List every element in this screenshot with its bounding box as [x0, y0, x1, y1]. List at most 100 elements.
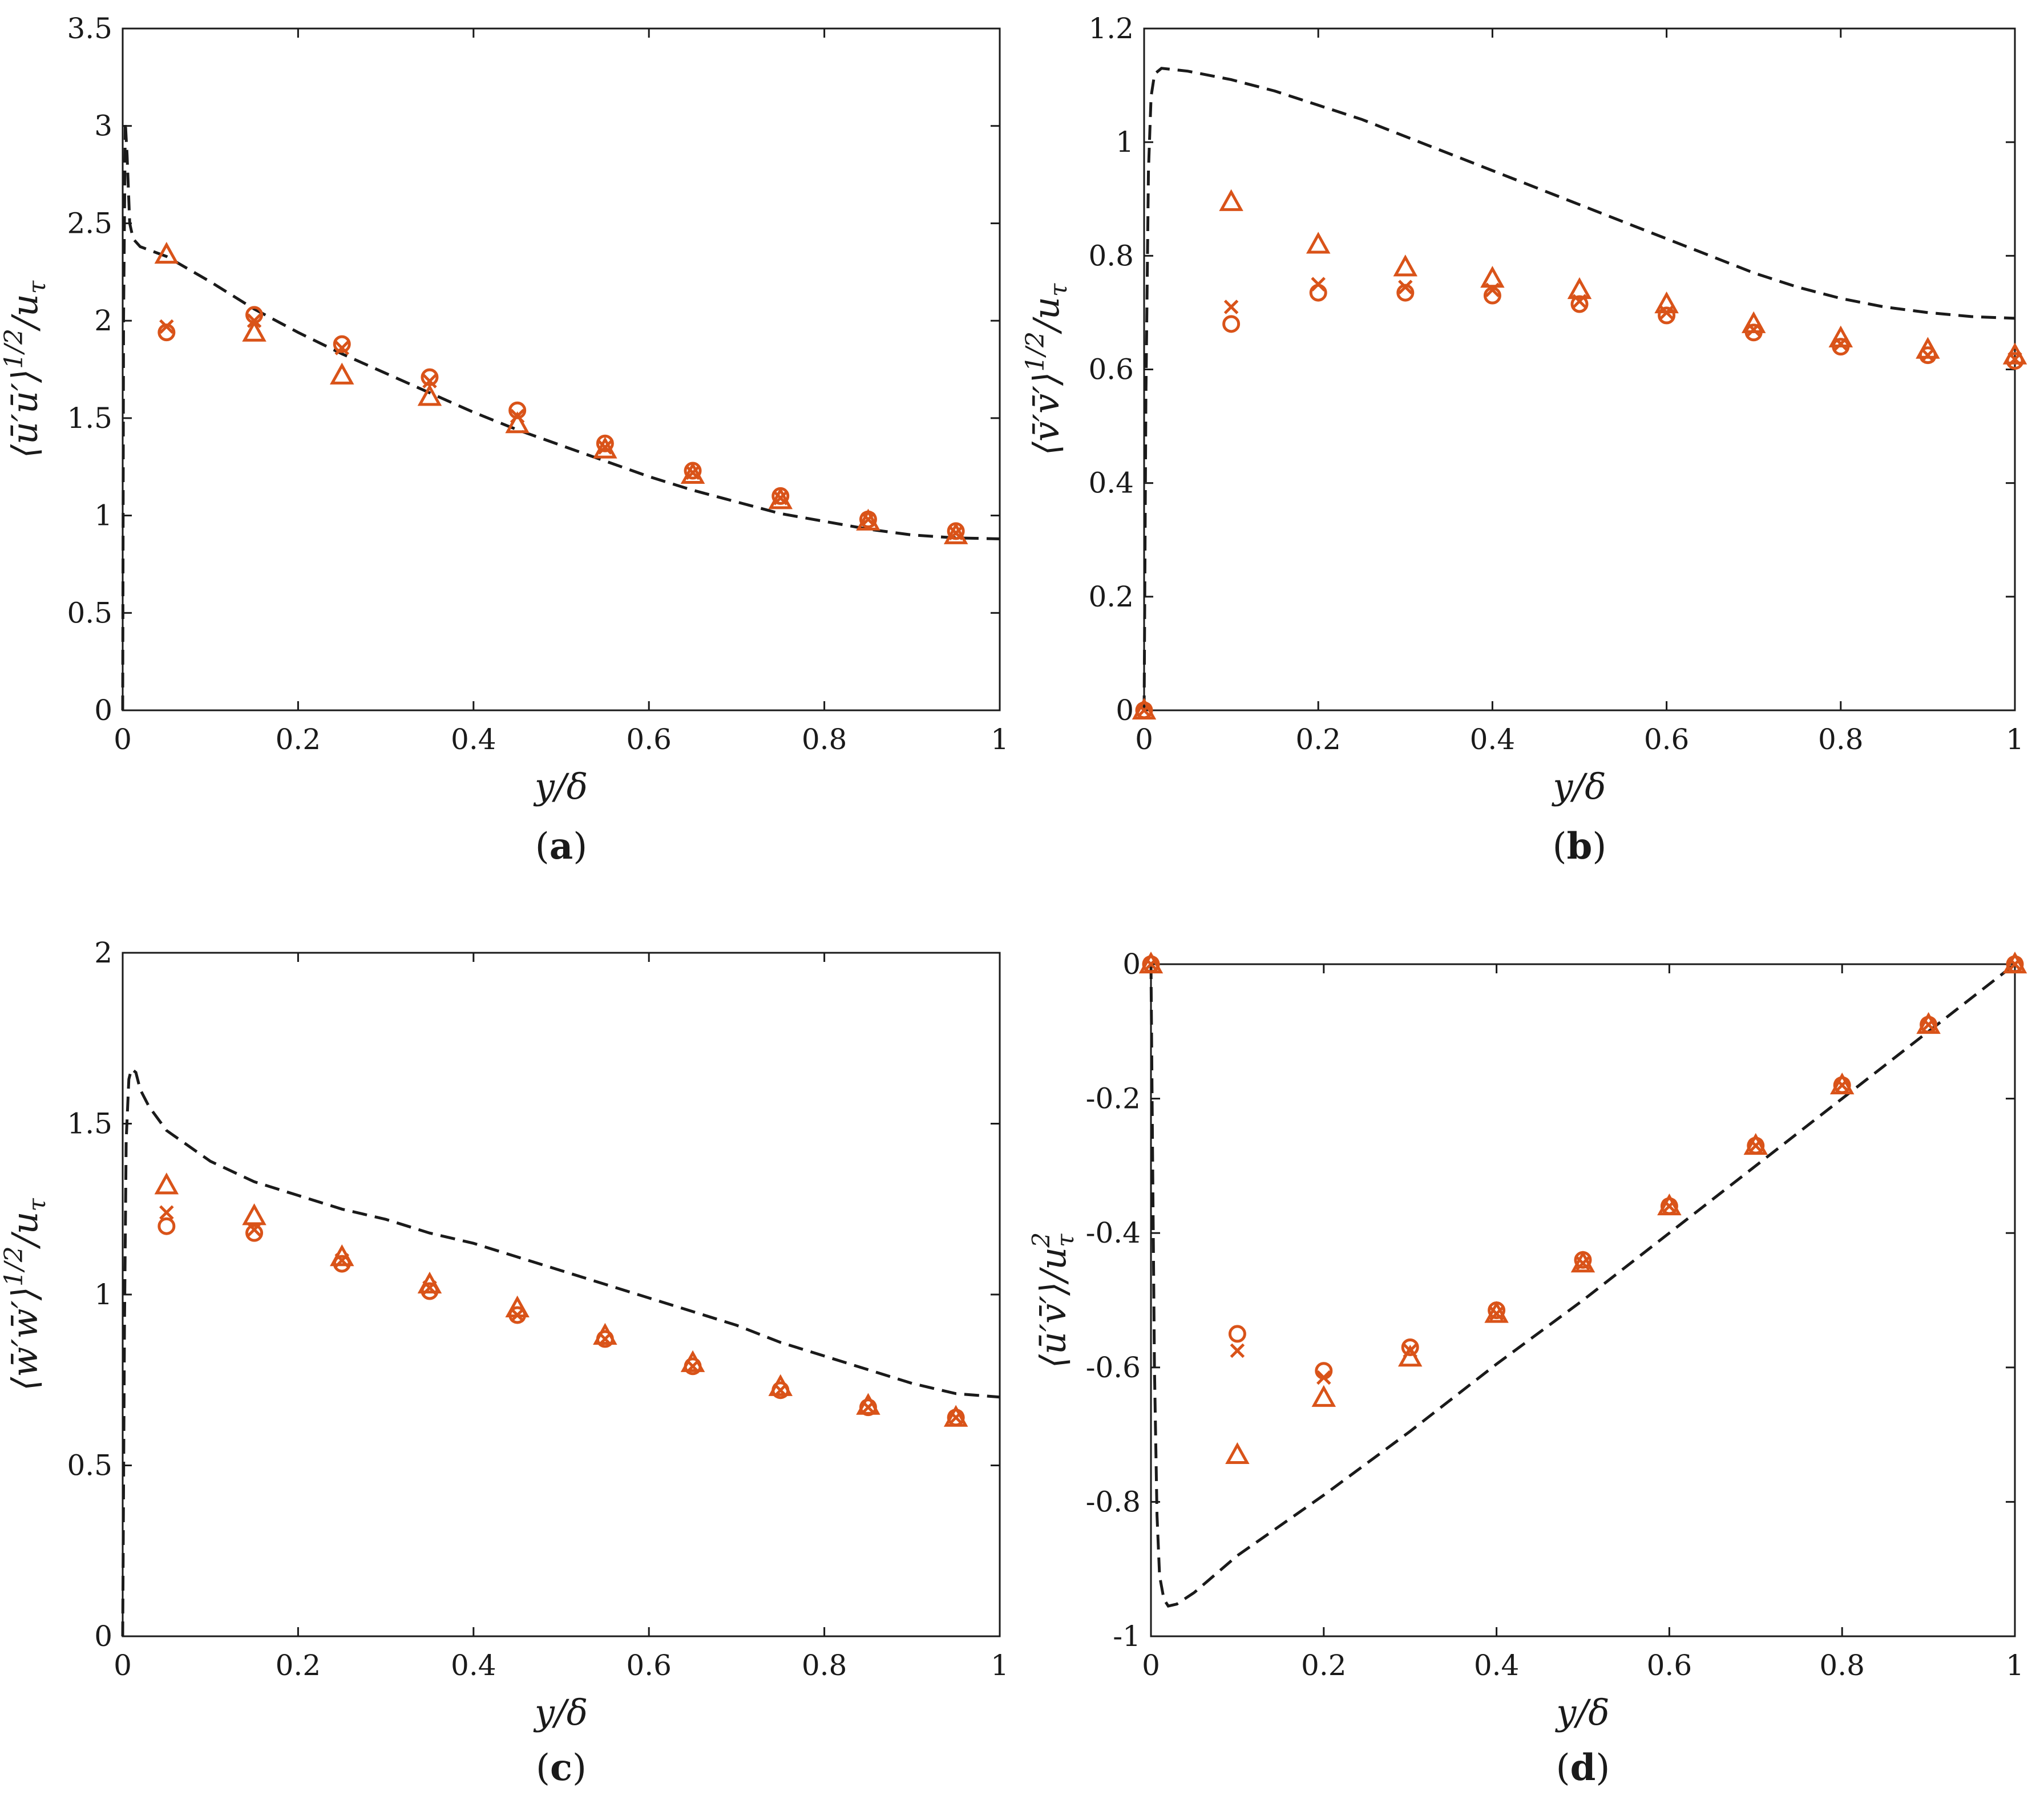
x-tick-label: 0.2 [276, 723, 321, 756]
data-point-triangle [417, 1271, 442, 1294]
panel-c: 0 0.2 0.4 0.6 0.8 1 0 0.5 1 1.5 2 y/δ ⟨w̄′w̄′⟩1/2/uτ… [0, 936, 1009, 1789]
data-point-cross [597, 440, 613, 455]
y-label-main: ⟨ū′v̄′⟩ [1032, 1282, 1074, 1369]
x-tick-label: 0.4 [1474, 1649, 1520, 1682]
y-tick-label: 0.4 [1088, 467, 1134, 500]
data-point-triangle [505, 1295, 530, 1318]
data-point-circle [333, 335, 351, 353]
panel-caption: (d) [1556, 1746, 1610, 1789]
data-point-triangle [1654, 291, 1679, 314]
x-tick-label: 0.4 [451, 1649, 496, 1682]
data-point-cross [1746, 322, 1761, 337]
y-tick-label: 0 [94, 1620, 112, 1653]
data-point-triangle [943, 522, 968, 544]
x-axis-label: y/δ [1554, 1692, 1609, 1733]
data-point-circle [1658, 306, 1676, 325]
data-point-cross [773, 491, 788, 505]
x-tick-label: 0.6 [626, 723, 672, 756]
y-label-sub: τ [23, 1198, 51, 1211]
y-tick-label: 1.2 [1088, 12, 1134, 45]
x-tick-label: 0.8 [1818, 723, 1864, 756]
x-tick-label: 0.6 [626, 1649, 672, 1682]
data-point-triangle [417, 384, 442, 406]
x-tick-label: 1 [991, 723, 1009, 756]
x-tick-label: 0.2 [1295, 723, 1341, 756]
data-point-triangle [154, 1172, 179, 1195]
data-point-triangle [1916, 1012, 1941, 1034]
y-tick-label: 0.6 [1088, 353, 1134, 386]
data-point-triangle [242, 1203, 266, 1226]
x-tick-label: 0 [114, 723, 132, 756]
data-point-triangle [856, 1393, 880, 1415]
x-tick-label: 0 [1135, 723, 1153, 756]
y-tick-label: 0.5 [67, 596, 112, 629]
data-point-triangle [1219, 189, 1243, 211]
x-tick-label: 0.8 [802, 1649, 847, 1682]
data-point-triangle [1132, 697, 1157, 720]
y-axis-label: ⟨ū′ū′⟩1/2/uτ [0, 280, 51, 458]
x-tick-label: 0 [1142, 1649, 1160, 1682]
data-point-cross [159, 319, 174, 334]
data-point-triangle [593, 1322, 617, 1345]
y-tick-label: -0.8 [1086, 1485, 1141, 1518]
y-axis-label: ⟨ū′v̄′⟩/uτ2 [1027, 1232, 1079, 1368]
y-label-tail: /u [4, 294, 46, 331]
x-tick-label: 0 [114, 1649, 132, 1682]
y-label-main: ⟨v̄′v̄′⟩ [1025, 372, 1067, 456]
x-tick-label: 1 [2006, 723, 2024, 756]
data-point-cross [1311, 277, 1326, 292]
data-point-triangle [1567, 277, 1592, 300]
data-point-circle [1401, 1338, 1419, 1356]
y-label-sub: τ [1044, 283, 1072, 297]
x-tick-label: 0.4 [451, 723, 496, 756]
y-label-main: ⟨w̄′w̄′⟩ [4, 1287, 46, 1391]
data-point-triangle [680, 462, 705, 484]
x-tick-label: 0.6 [1647, 1649, 1692, 1682]
y-tick-label: 2 [94, 304, 112, 337]
data-point-triangle [856, 508, 880, 531]
data-point-triangle [1829, 1072, 1855, 1095]
data-point-triangle [680, 1350, 705, 1372]
y-tick-label: -0.6 [1086, 1351, 1141, 1384]
panel-d: 0 0.2 0.4 0.6 0.8 1 -1 -0.8 -0.6 -0.4 -0.2 0 y/δ ⟨ū′v… [1027, 948, 2027, 1789]
data-point-circle [157, 1217, 176, 1235]
x-axis-label: y/δ [533, 1692, 588, 1733]
data-point-triangle [505, 411, 530, 434]
data-point-cross [159, 1205, 174, 1220]
y-tick-label: 1.5 [67, 1107, 112, 1140]
data-point-cross [1398, 280, 1413, 294]
data-point-triangle [1484, 1301, 1509, 1323]
data-point-triangle [1916, 337, 1940, 359]
plot-frame [1143, 27, 2016, 711]
data-point-triangle [593, 436, 617, 459]
data-point-cross [1230, 1343, 1245, 1358]
data-point-triangle [1741, 311, 1766, 333]
y-tick-label: 1.5 [67, 402, 112, 435]
data-point-circle [1228, 1325, 1246, 1343]
data-point-circle [596, 434, 614, 452]
data-point-triangle [1311, 1385, 1336, 1407]
x-tick-label: 1 [991, 1649, 1009, 1682]
y-tick-label: 2 [94, 936, 112, 969]
y-label-sub-sup: 2 [1027, 1232, 1055, 1248]
data-point-triangle [768, 1374, 793, 1396]
panel-caption-letter: b [1567, 825, 1593, 868]
y-tick-label: 0.5 [67, 1449, 112, 1482]
x-axis-label: y/δ [533, 766, 588, 807]
data-point-triangle [1306, 232, 1331, 254]
panel-caption-letter: d [1570, 1746, 1596, 1789]
plot-frame [122, 952, 1001, 1637]
y-tick-label: 0 [1116, 694, 1134, 727]
y-label-sup: 1/2 [0, 329, 29, 369]
data-point-cross [1920, 347, 1936, 363]
data-point-triangle [1225, 1442, 1250, 1465]
x-tick-label: 0.2 [276, 1649, 321, 1682]
x-tick-label: 0.2 [1301, 1649, 1347, 1682]
y-tick-label: 3.5 [67, 12, 112, 45]
y-tick-label: 1 [94, 499, 112, 532]
x-tick-label: 0.8 [1819, 1649, 1865, 1682]
data-point-triangle [154, 241, 179, 264]
data-point-triangle [943, 1405, 968, 1427]
data-point-triangle [2002, 342, 2027, 365]
